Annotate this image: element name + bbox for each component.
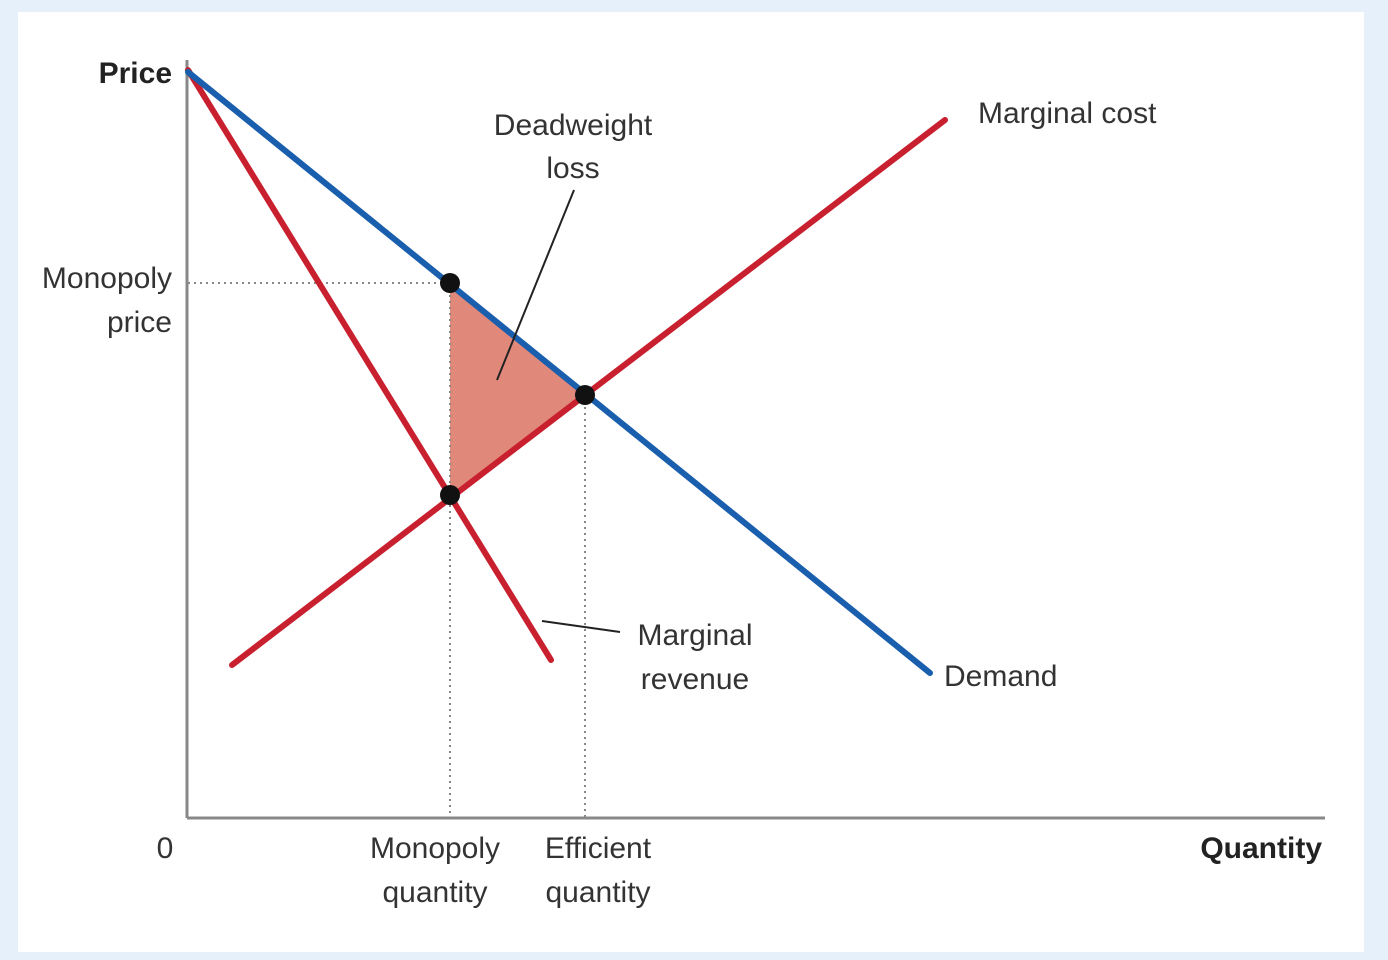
marginal-revenue-leader	[541, 620, 621, 633]
efficient-quantity-label-line1: Efficient	[545, 832, 652, 865]
origin-label: 0	[157, 832, 174, 865]
efficient-quantity-label-line2: quantity	[545, 876, 650, 909]
deadweight-loss-area	[450, 283, 585, 495]
marginal-revenue-curve	[185, 67, 554, 663]
monopoly-price-label-line1: Monopoly	[42, 262, 172, 295]
deadweight-loss-label-line2: loss	[546, 152, 599, 185]
monopoly-quantity-label-line1: Monopoly	[370, 832, 500, 865]
marginal-revenue-label-line2: revenue	[641, 663, 749, 696]
demand-curve	[185, 69, 933, 676]
efficient-point	[575, 385, 595, 405]
x-axis-label: Quantity	[1200, 832, 1322, 865]
deadweight-loss-leader	[496, 189, 575, 381]
monopoly-quantity-label-line2: quantity	[382, 876, 487, 909]
demand-label: Demand	[944, 660, 1057, 693]
deadweight-loss-label-line1: Deadweight	[494, 109, 653, 142]
monopoly-price-point	[440, 273, 460, 293]
y-axis-label: Price	[99, 57, 172, 90]
mr-equals-mc-point	[440, 485, 460, 505]
monopoly-price-label-line2: price	[107, 306, 172, 339]
marginal-cost-label: Marginal cost	[978, 97, 1157, 130]
marginal-revenue-label-line1: Marginal	[637, 619, 752, 652]
